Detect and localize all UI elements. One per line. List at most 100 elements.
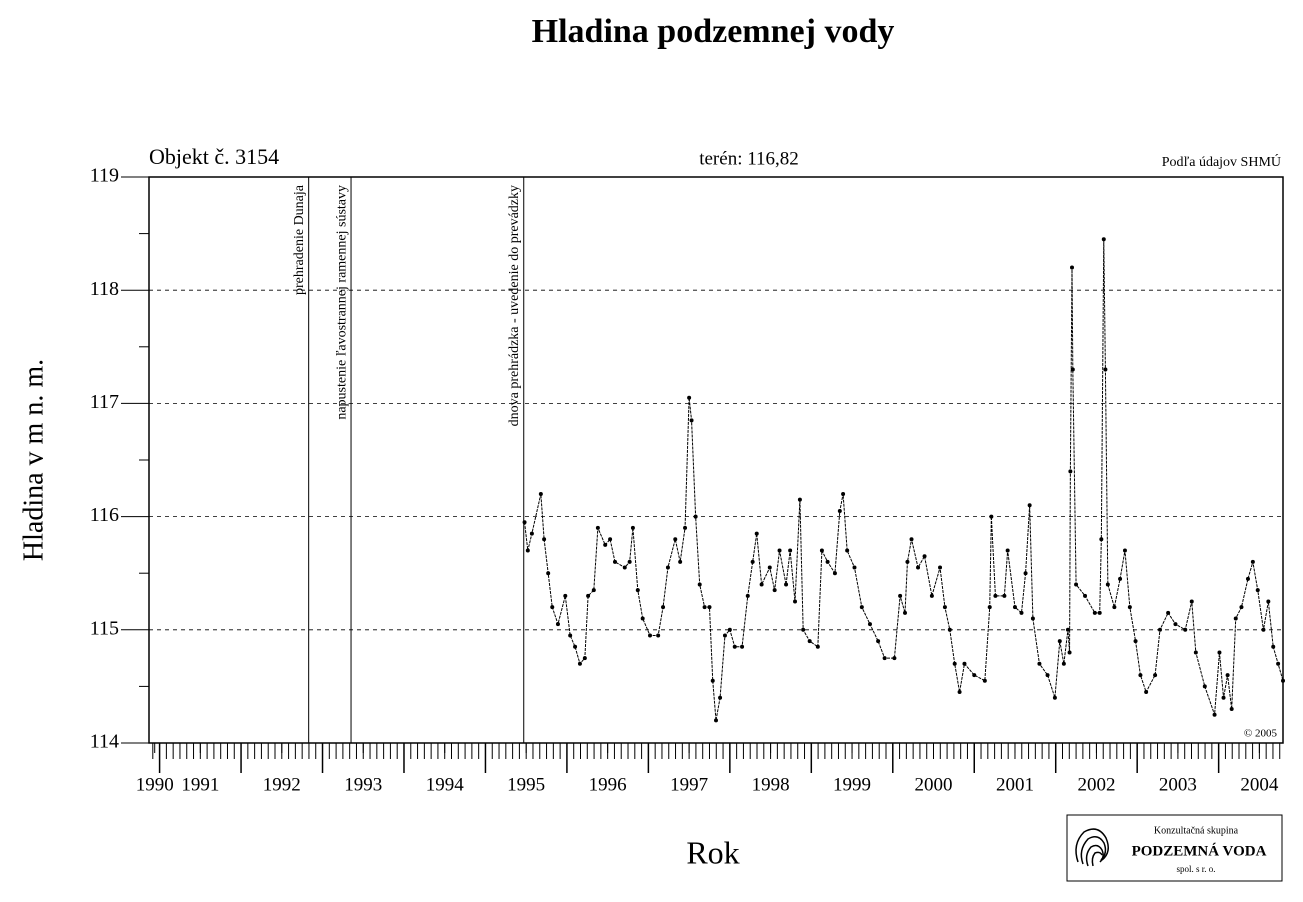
- data-point: [573, 644, 578, 649]
- data-point: [568, 633, 573, 638]
- data-point: [1083, 593, 1088, 598]
- data-point: [1153, 673, 1158, 678]
- event-label: napustenie ľavostrannej ramennej sústavy: [334, 185, 349, 420]
- data-point: [1097, 610, 1102, 615]
- x-tick-label: 1997: [670, 774, 708, 795]
- data-point: [1045, 673, 1050, 678]
- data-point: [1138, 673, 1143, 678]
- x-tick-label: 2002: [1077, 774, 1115, 795]
- data-point: [740, 644, 745, 649]
- data-point: [608, 537, 613, 542]
- data-point: [819, 548, 824, 553]
- data-point: [989, 514, 994, 519]
- data-point: [595, 525, 600, 530]
- y-tick-label: 117: [90, 391, 119, 413]
- data-point: [542, 537, 547, 542]
- data-point: [1250, 559, 1255, 564]
- data-point: [859, 605, 864, 610]
- data-point: [938, 565, 943, 570]
- data-point: [1266, 599, 1271, 604]
- data-point: [952, 661, 957, 666]
- data-point: [1122, 548, 1127, 553]
- data-point: [929, 593, 934, 598]
- data-point: [784, 582, 789, 587]
- data-point: [550, 605, 555, 610]
- data-point: [837, 508, 842, 513]
- data-point: [972, 673, 977, 678]
- data-point: [772, 588, 777, 593]
- x-tick-label: 1996: [589, 774, 627, 795]
- data-point: [825, 559, 830, 564]
- x-tick-label: 1995: [507, 774, 545, 795]
- x-tick-label: 2004: [1240, 774, 1279, 795]
- data-point: [1189, 599, 1194, 604]
- data-point: [648, 633, 653, 638]
- x-tick-label: 2000: [915, 774, 953, 795]
- data-point: [1112, 605, 1117, 610]
- data-point: [777, 548, 782, 553]
- data-point: [693, 514, 698, 519]
- data-point: [892, 656, 897, 661]
- data-point: [750, 559, 755, 564]
- data-point: [922, 554, 927, 559]
- data-point: [1144, 690, 1149, 695]
- data-point: [947, 627, 952, 632]
- data-point: [1103, 367, 1108, 372]
- data-point: [1068, 469, 1073, 474]
- logo-line2: PODZEMNÁ VODA: [1132, 842, 1267, 859]
- data-point: [1183, 627, 1188, 632]
- data-point: [841, 491, 846, 496]
- data-point: [640, 616, 645, 621]
- x-tick-label: 1990: [136, 774, 174, 795]
- data-point: [982, 678, 987, 683]
- logo: Konzultačná skupina PODZEMNÁ VODA spol. …: [1066, 814, 1283, 882]
- data-point: [1019, 610, 1024, 615]
- data-point: [1239, 605, 1244, 610]
- data-point: [1105, 582, 1110, 587]
- logo-line1: Konzultačná skupina: [1154, 825, 1239, 836]
- x-axis-label: Rok: [686, 834, 739, 870]
- data-point: [722, 633, 727, 638]
- x-tick-label: 1999: [833, 774, 871, 795]
- data-point: [1005, 548, 1010, 553]
- data-point: [525, 548, 530, 553]
- data-point: [1221, 695, 1226, 700]
- data-point: [1030, 616, 1035, 621]
- data-point: [727, 627, 732, 632]
- data-point: [767, 565, 772, 570]
- x-tick-label: 1998: [752, 774, 790, 795]
- x-tick-label: 1993: [344, 774, 382, 795]
- data-point: [916, 565, 921, 570]
- y-tick-label: 118: [90, 278, 119, 300]
- data-point: [1057, 639, 1062, 644]
- data-point: [876, 639, 881, 644]
- x-tick-label: 2001: [996, 774, 1034, 795]
- data-point: [867, 622, 872, 627]
- data-point: [529, 531, 534, 536]
- y-axis-label: Hladina v m n. m.: [18, 359, 49, 561]
- copyright: © 2005: [1244, 728, 1278, 740]
- data-point: [555, 622, 560, 627]
- data-point: [714, 718, 718, 723]
- data-point: [622, 565, 627, 570]
- data-point: [1229, 707, 1234, 712]
- data-point: [1157, 627, 1162, 632]
- data-point: [732, 644, 737, 649]
- data-point: [1233, 616, 1238, 621]
- data-point: [591, 588, 596, 593]
- source-label: Podľa údajov SHMÚ: [1162, 153, 1281, 170]
- data-point: [903, 610, 907, 615]
- logo-box: [1066, 814, 1283, 882]
- data-point: [942, 605, 947, 610]
- data-point: [538, 491, 543, 496]
- data-point: [1255, 588, 1260, 593]
- data-point: [1027, 503, 1032, 508]
- data-point: [673, 537, 678, 542]
- data-point: [801, 627, 806, 632]
- data-point: [582, 656, 587, 661]
- data-point: [815, 644, 820, 649]
- data-point: [1023, 571, 1028, 576]
- data-point: [1173, 622, 1178, 627]
- data-point: [635, 588, 640, 593]
